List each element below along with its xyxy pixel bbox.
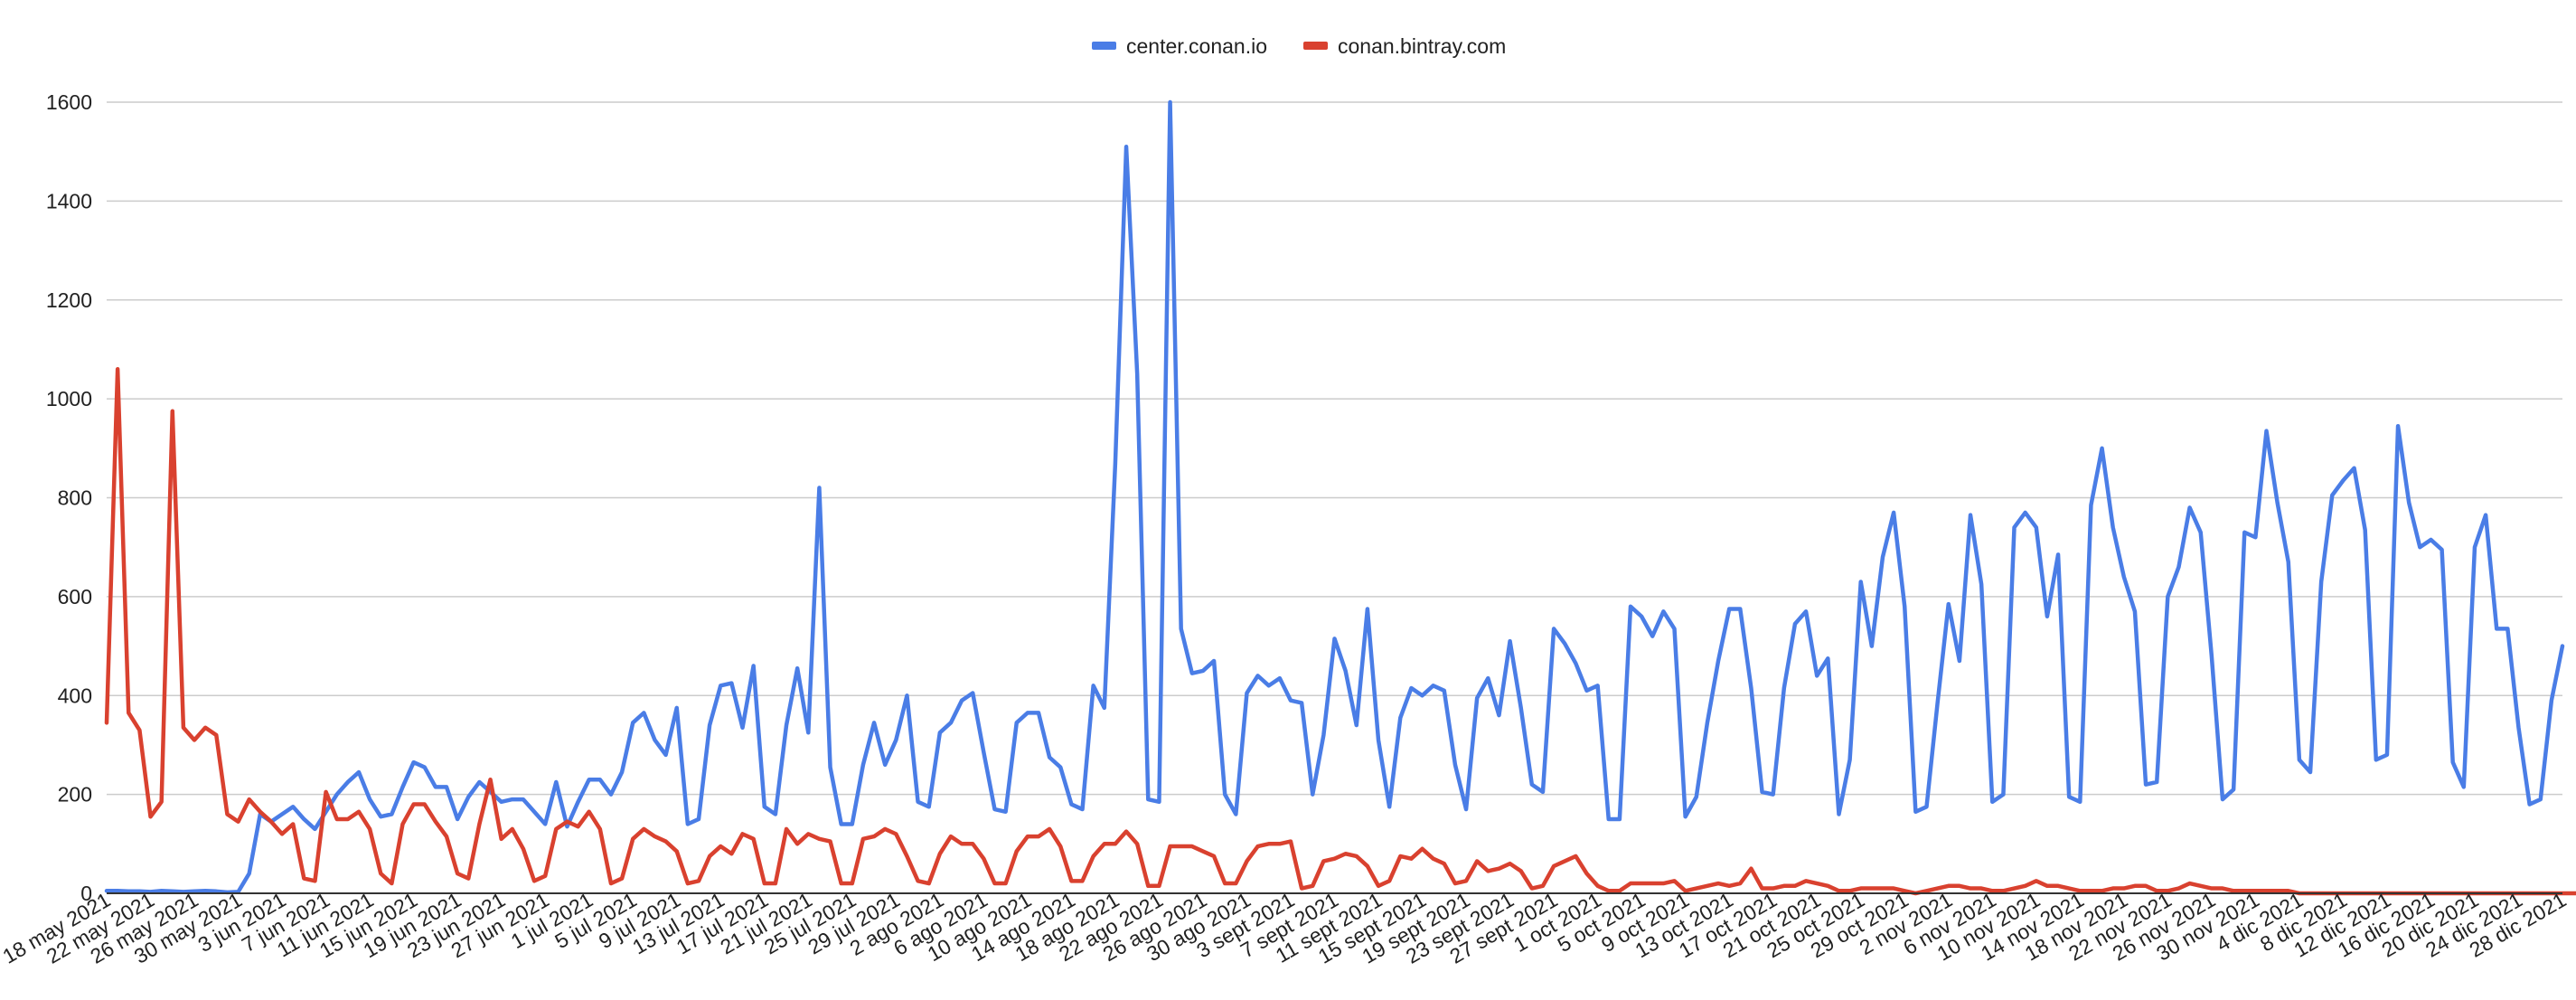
grid-layer	[107, 101, 2562, 796]
y-tick-label: 1200	[46, 288, 92, 312]
legend-label-center-conan: center.conan.io	[1126, 34, 1267, 58]
y-tick-label: 600	[58, 585, 92, 608]
series-line-center-conan	[104, 99, 2565, 895]
y-tick-label: 1600	[46, 90, 92, 114]
y-tick-label: 1000	[46, 387, 92, 410]
legend-swatch-center-conan	[1092, 42, 1116, 50]
y-tick-label: 400	[58, 684, 92, 707]
y-tick-label: 200	[58, 783, 92, 807]
legend-item-center-conan[interactable]: center.conan.io	[1092, 34, 1267, 58]
series-line-conan-bintray	[104, 367, 2576, 896]
legend-item-conan-bintray[interactable]: conan.bintray.com	[1303, 34, 1506, 58]
y-tick-label: 0	[80, 882, 92, 905]
series-layer	[104, 99, 2576, 896]
y-axis-ticks: 0 200 400 600 800 1000 1200 1400 1600	[46, 90, 92, 905]
legend: center.conan.io conan.bintray.com	[1092, 34, 1506, 58]
y-tick-label: 800	[58, 486, 92, 510]
y-tick-label: 1400	[46, 189, 92, 212]
legend-label-conan-bintray: conan.bintray.com	[1338, 34, 1506, 58]
legend-swatch-conan-bintray	[1303, 42, 1328, 50]
